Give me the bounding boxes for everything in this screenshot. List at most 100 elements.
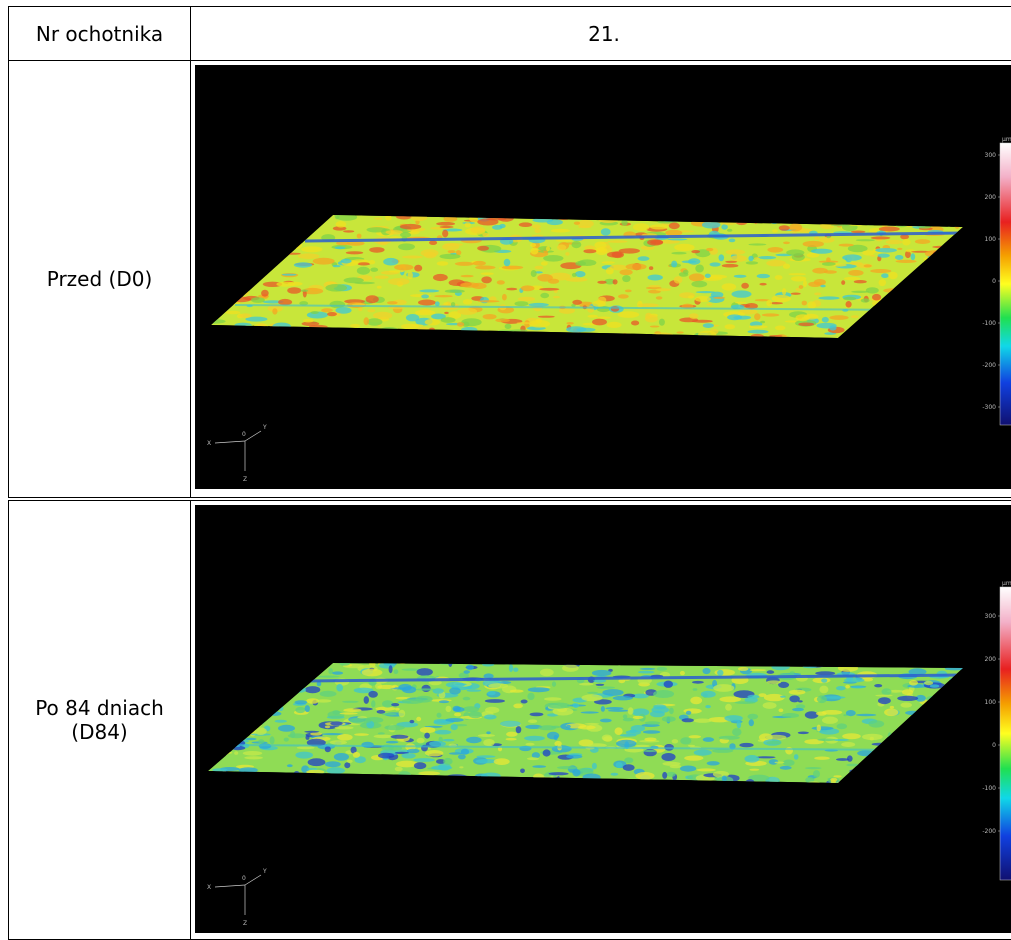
surface-texture [846, 710, 856, 716]
surface-texture [841, 742, 855, 747]
colorbar-tick-label: -200 [982, 828, 996, 835]
surface-texture [414, 762, 426, 769]
surface-texture [746, 261, 758, 264]
surface-texture [766, 260, 786, 266]
surface-texture [592, 763, 597, 770]
axis-label: Y [262, 424, 267, 431]
surface-texture [321, 308, 333, 312]
surface-texture [722, 776, 727, 782]
surface-texture [680, 671, 685, 675]
surface-texture [725, 324, 736, 329]
surface-texture [597, 281, 606, 284]
surface-texture [732, 290, 752, 297]
surface-texture [616, 740, 636, 748]
surface-texture [469, 711, 482, 718]
surface-texture [818, 296, 839, 299]
surface-texture [382, 713, 397, 716]
surface-texture [886, 240, 903, 244]
surface-texture [622, 275, 630, 282]
surface-texture [549, 772, 569, 775]
surface-texture [373, 312, 392, 320]
surface-texture [444, 312, 448, 314]
surface-texture [762, 313, 780, 316]
surface-texture [772, 295, 791, 302]
surface-texture [749, 769, 759, 771]
surface-texture [662, 772, 667, 779]
surface-texture [707, 303, 713, 305]
colorbar-tick-label: -100 [982, 785, 996, 792]
surface-texture [713, 684, 734, 692]
surface-texture [304, 731, 319, 733]
surface-texture [395, 708, 400, 711]
surface-texture [656, 296, 663, 299]
surface-texture [727, 229, 732, 232]
surface-texture [645, 315, 658, 323]
surface-texture [335, 307, 351, 314]
surface-texture [519, 222, 532, 227]
surface-texture [367, 227, 387, 232]
surface-texture [517, 322, 532, 324]
surface-texture [457, 322, 464, 327]
surface-texture [495, 319, 510, 323]
surface-texture [789, 223, 802, 231]
surface-texture [684, 756, 703, 761]
surface-texture [572, 273, 577, 277]
colorbar-tick-label: 0 [992, 278, 996, 285]
surface-texture [353, 752, 360, 758]
surface-texture [424, 252, 437, 259]
surface-texture [779, 225, 790, 231]
surface-texture [362, 669, 383, 677]
surface-texture [650, 224, 669, 229]
surface-texture [547, 219, 563, 225]
surface-texture [287, 764, 293, 767]
surface-texture [836, 686, 846, 690]
row-label: Po 84 dniach (D84) [9, 499, 191, 940]
surface-texture [650, 240, 663, 245]
surface-texture [485, 699, 505, 703]
surface-texture [802, 301, 807, 306]
surface-texture [386, 741, 398, 744]
surface-texture [851, 315, 859, 318]
surface-texture [332, 671, 343, 674]
surface-texture [775, 326, 786, 331]
surface-texture [674, 244, 695, 251]
surface-texture [442, 243, 459, 250]
surface-texture [843, 297, 856, 301]
colorbar-tick-label: 100 [985, 236, 997, 243]
colorbar [1000, 143, 1011, 425]
surface-texture [822, 262, 836, 266]
surface-texture [879, 279, 886, 286]
surface-texture [544, 697, 562, 701]
surface-texture [305, 705, 310, 712]
surface-texture [750, 669, 766, 671]
surface-texture [435, 730, 452, 735]
surface-texture [330, 721, 342, 725]
surface-texture [602, 735, 612, 742]
surface-texture [333, 265, 341, 267]
surface-texture [682, 718, 694, 722]
surface-texture [717, 670, 723, 676]
surface-texture [378, 753, 394, 759]
surface-texture [578, 259, 596, 266]
surface-texture [478, 734, 495, 737]
surface-texture [803, 241, 824, 247]
surface-texture [680, 737, 691, 744]
surface-texture [602, 689, 623, 696]
surface-texture [611, 773, 619, 776]
surface-texture [441, 317, 456, 323]
surface-texture [756, 756, 775, 758]
surface-texture [686, 711, 691, 715]
surface-texture [911, 253, 916, 260]
surface-texture [520, 769, 525, 774]
surface-texture [680, 766, 696, 772]
surface-texture [532, 765, 546, 768]
surface-texture [377, 685, 395, 689]
surface-texture [900, 702, 912, 707]
surface-texture [541, 261, 548, 265]
surface-texture [436, 222, 455, 226]
surface-texture [725, 704, 732, 711]
surface-texture [767, 670, 775, 674]
surface-texture [502, 266, 523, 270]
surface-texture [815, 671, 835, 675]
